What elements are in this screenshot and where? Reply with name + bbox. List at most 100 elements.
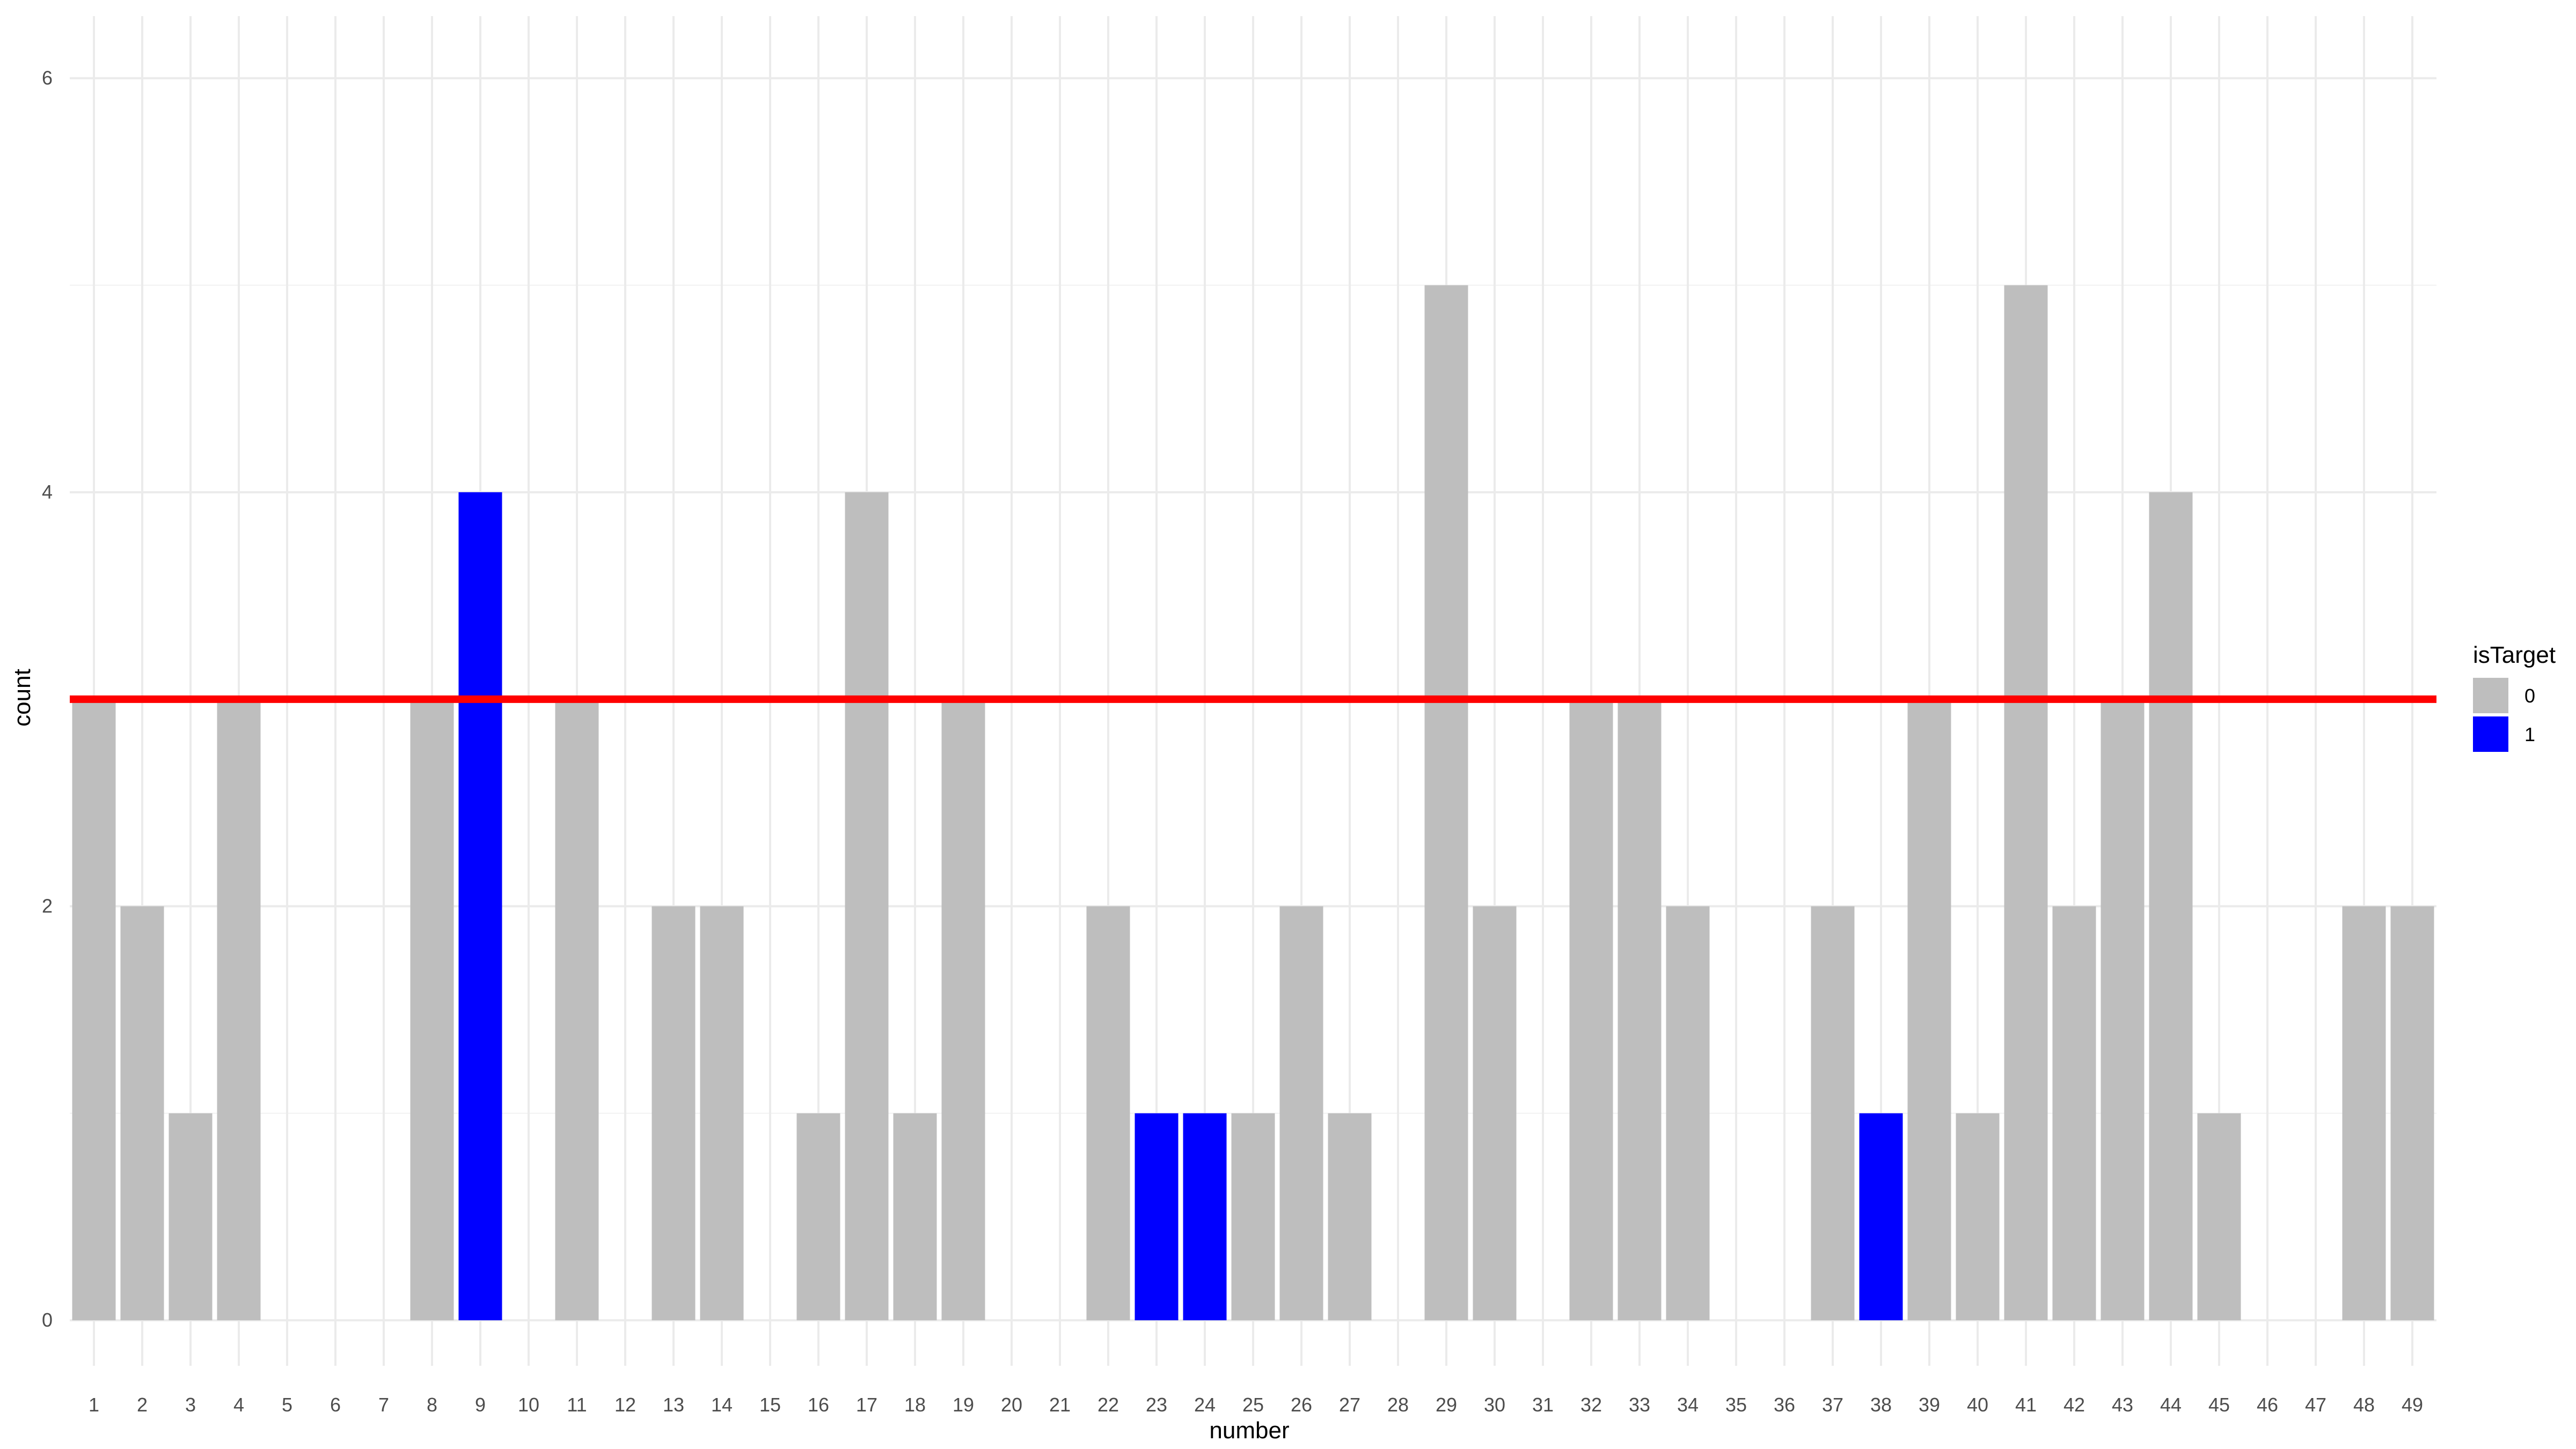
bar-39 [1907, 699, 1951, 1321]
bar-42 [2052, 906, 2096, 1321]
bar-11 [555, 699, 599, 1321]
x-tick-label: 1 [89, 1394, 99, 1416]
x-tick-label: 25 [1242, 1394, 1264, 1416]
x-tick-label: 48 [2353, 1394, 2375, 1416]
bar-37 [1811, 906, 1855, 1321]
y-tick-label: 2 [42, 895, 53, 917]
bar-18 [893, 1113, 937, 1321]
x-tick-label: 14 [711, 1394, 733, 1416]
bar-8 [410, 699, 454, 1321]
x-tick-label: 42 [2063, 1394, 2085, 1416]
x-tick-label: 49 [2402, 1394, 2423, 1416]
x-tick-label: 36 [1774, 1394, 1795, 1416]
x-tick-label: 35 [1725, 1394, 1747, 1416]
x-tick-label: 9 [475, 1394, 486, 1416]
x-tick-label: 3 [185, 1394, 196, 1416]
x-tick-label: 29 [1436, 1394, 1457, 1416]
x-tick-label: 20 [1001, 1394, 1022, 1416]
x-tick-label: 31 [1532, 1394, 1554, 1416]
x-tick-label: 16 [808, 1394, 829, 1416]
bar-27 [1328, 1113, 1372, 1321]
x-tick-label: 33 [1629, 1394, 1650, 1416]
x-tick-label: 10 [518, 1394, 539, 1416]
bar-45 [2197, 1113, 2241, 1321]
x-tick-label: 23 [1146, 1394, 1167, 1416]
x-tick-label: 5 [282, 1394, 292, 1416]
x-tick-label: 40 [1967, 1394, 1988, 1416]
x-tick-label: 2 [137, 1394, 148, 1416]
x-tick-label: 6 [330, 1394, 341, 1416]
bar-3 [169, 1113, 213, 1321]
bar-34 [1666, 906, 1710, 1321]
x-tick-label: 12 [614, 1394, 636, 1416]
bar-1 [72, 699, 116, 1321]
x-tick-label: 41 [2015, 1394, 2037, 1416]
bars [72, 285, 2434, 1321]
x-tick-label: 21 [1049, 1394, 1071, 1416]
x-tick-label: 19 [953, 1394, 974, 1416]
x-tick-label: 26 [1291, 1394, 1312, 1416]
x-tick-label: 30 [1484, 1394, 1505, 1416]
y-tick-label: 4 [42, 481, 53, 503]
legend-key-1 [2473, 716, 2508, 752]
x-tick-label: 28 [1387, 1394, 1409, 1416]
x-tick-label: 34 [1677, 1394, 1699, 1416]
x-tick-label: 38 [1870, 1394, 1892, 1416]
x-tick-label: 15 [759, 1394, 781, 1416]
bar-13 [652, 906, 696, 1321]
bar-23 [1135, 1113, 1179, 1321]
x-tick-label: 46 [2257, 1394, 2278, 1416]
x-tick-label: 22 [1097, 1394, 1119, 1416]
x-tick-label: 11 [567, 1394, 587, 1416]
bar-9 [458, 492, 502, 1321]
bar-29 [1424, 285, 1468, 1321]
bar-48 [2342, 906, 2386, 1321]
x-tick-label: 43 [2112, 1394, 2133, 1416]
bar-44 [2149, 492, 2193, 1321]
x-axis-title: number [1209, 1417, 1289, 1444]
bar-4 [217, 699, 261, 1321]
legend-label-0: 0 [2524, 685, 2535, 707]
x-axis-ticks: 1 2 3 4 5 6 7 8 9 10 11 12 13 14 15 16 17 18 19 20 21 22 23 24 2… [89, 1394, 2423, 1416]
bar-14 [700, 906, 744, 1321]
bar-30 [1473, 906, 1517, 1321]
bar-16 [796, 1113, 840, 1321]
bar-17 [845, 492, 889, 1321]
x-tick-label: 32 [1580, 1394, 1602, 1416]
bar-22 [1086, 906, 1130, 1321]
x-tick-label: 24 [1194, 1394, 1216, 1416]
legend-key-0 [2473, 678, 2508, 713]
bar-19 [941, 699, 985, 1321]
x-tick-label: 27 [1339, 1394, 1360, 1416]
y-tick-label: 6 [42, 67, 53, 89]
legend-label-1: 1 [2524, 723, 2535, 745]
x-tick-label: 45 [2208, 1394, 2230, 1416]
x-tick-label: 18 [904, 1394, 926, 1416]
x-tick-label: 7 [378, 1394, 389, 1416]
bar-43 [2101, 699, 2145, 1321]
y-tick-label: 0 [42, 1309, 53, 1331]
bar-33 [1618, 699, 1662, 1321]
x-tick-label: 13 [663, 1394, 684, 1416]
legend-title: isTarget [2473, 642, 2556, 668]
bar-25 [1231, 1113, 1275, 1321]
x-tick-label: 37 [1822, 1394, 1843, 1416]
bar-41 [2004, 285, 2048, 1321]
x-tick-label: 17 [856, 1394, 877, 1416]
x-tick-label: 4 [233, 1394, 244, 1416]
x-tick-label: 44 [2160, 1394, 2182, 1416]
bar-49 [2390, 906, 2434, 1321]
bar-26 [1279, 906, 1323, 1321]
bar-2 [120, 906, 164, 1321]
y-axis-ticks: 0 2 4 6 [42, 67, 53, 1331]
bar-32 [1569, 699, 1613, 1321]
x-tick-label: 39 [1919, 1394, 1940, 1416]
bar-24 [1183, 1113, 1227, 1321]
bar-38 [1859, 1113, 1903, 1321]
bar-40 [1956, 1113, 2000, 1321]
x-tick-label: 8 [427, 1394, 437, 1416]
legend: isTarget 0 1 [2473, 642, 2556, 752]
y-axis-title: count [9, 669, 35, 727]
x-tick-label: 47 [2305, 1394, 2326, 1416]
